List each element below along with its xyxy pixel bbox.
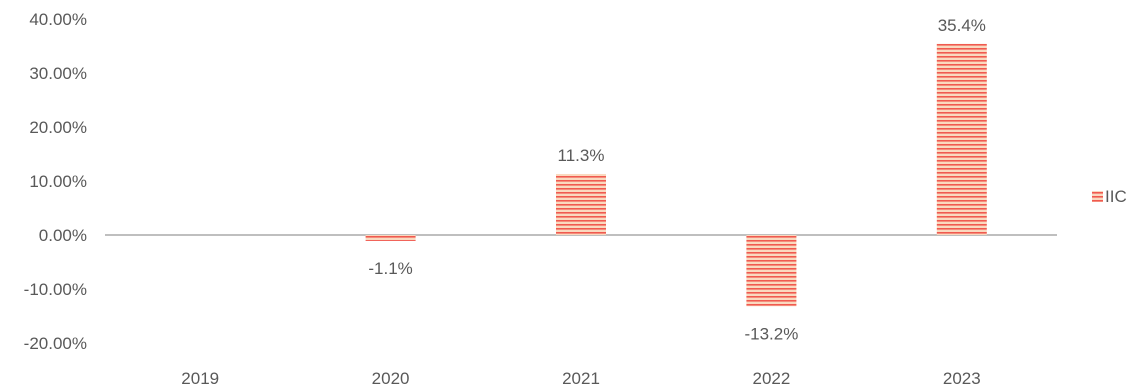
y-tick-label: 0.00% [39,226,87,245]
legend-label-iic: IIC [1105,187,1127,206]
legend: IIC [1092,187,1127,206]
x-tick-label: 2023 [943,369,981,388]
x-axis: 2019 2020 2021 2022 2023 [105,234,1057,388]
y-tick-label: 10.00% [29,172,87,191]
data-label-2022: -13.2% [744,324,798,343]
y-tick-label: -20.00% [24,334,87,353]
data-label-2020: -1.1% [368,259,412,278]
bar-2023 [936,43,987,236]
bar-2020 [365,235,416,241]
bar-2022 [746,235,797,307]
y-tick-label: 20.00% [29,118,87,137]
bars [365,43,987,307]
y-tick-label: 40.00% [29,10,87,29]
y-tick-label: 30.00% [29,64,87,83]
bar-2021 [556,173,606,235]
y-tick-label: -10.00% [24,280,87,299]
data-label-2021: 11.3% [558,146,605,165]
y-axis: 40.00% 30.00% 20.00% 10.00% 0.00% -10.00% -20.… [24,10,87,353]
x-tick-label: 2021 [562,369,600,388]
x-tick-label: 2019 [181,369,219,388]
data-labels: -1.1% 11.3% -13.2% 35.4% [368,16,986,343]
data-label-2023: 35.4% [938,16,986,35]
legend-swatch-iic [1092,191,1103,202]
x-tick-label: 2022 [752,369,790,388]
x-tick-label: 2020 [372,369,410,388]
